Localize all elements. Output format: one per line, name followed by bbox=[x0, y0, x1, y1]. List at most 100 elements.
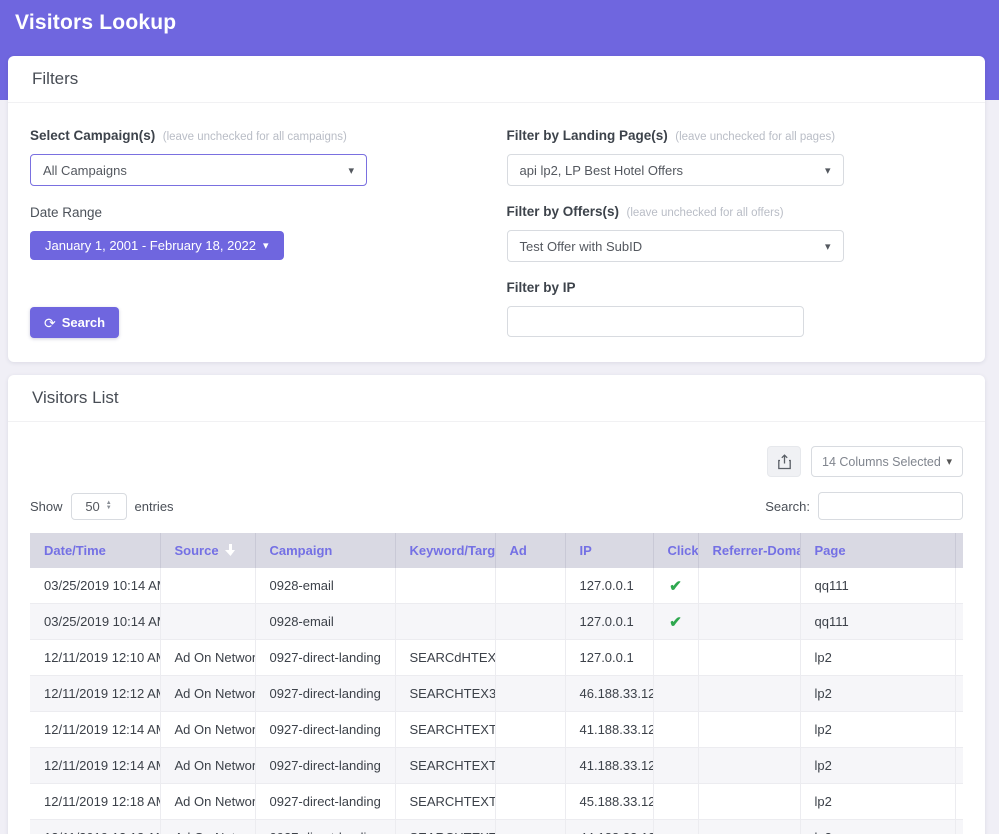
green-check-icon: ✔ bbox=[669, 614, 682, 631]
cell-datetime: 03/25/2019 10:14 AM bbox=[30, 568, 160, 604]
table-search-input[interactable] bbox=[818, 492, 963, 520]
cell-page: qq111 bbox=[800, 568, 955, 604]
cell-source: Ad On Network bbox=[160, 640, 255, 676]
column-header-referrer-domain[interactable]: Referrer-Domain bbox=[698, 533, 800, 568]
cell-click bbox=[653, 712, 698, 748]
page-title: Visitors Lookup bbox=[0, 0, 999, 46]
landing-page-label-row: Filter by Landing Page(s) (leave uncheck… bbox=[507, 127, 964, 145]
offers-label-row: Filter by Offers(s) (leave unchecked for… bbox=[507, 203, 964, 221]
cell-keyword: SEARCHTEXT5 bbox=[395, 712, 495, 748]
cell-campaign: 0927-direct-landing bbox=[255, 640, 395, 676]
cell-page: lp2 bbox=[800, 676, 955, 712]
cell-campaign: 0927-direct-landing bbox=[255, 676, 395, 712]
cell-source: Ad On Network bbox=[160, 712, 255, 748]
offers-filter-hint: (leave unchecked for all offers) bbox=[626, 207, 783, 219]
visitors-list-title: Visitors List bbox=[8, 375, 985, 422]
column-header-ad[interactable]: Ad bbox=[495, 533, 565, 568]
visitors-table: Date/TimeSourceCampaignKeyword/TargetAdI… bbox=[30, 533, 963, 834]
campaign-select[interactable]: All Campaigns ▾ bbox=[30, 154, 367, 186]
cell-source bbox=[160, 604, 255, 640]
cell-referrer bbox=[698, 784, 800, 820]
offers-select[interactable]: Test Offer with SubID ▾ bbox=[507, 230, 844, 262]
cell-campaign: 0927-direct-landing bbox=[255, 748, 395, 784]
cell-ip: 45.188.33.126 bbox=[565, 784, 653, 820]
cell-datetime: 12/11/2019 12:18 AM bbox=[30, 784, 160, 820]
cell-keyword: SEARCHTEXT9 bbox=[395, 820, 495, 834]
cell-ad bbox=[495, 712, 565, 748]
cell-ad bbox=[495, 676, 565, 712]
cell-extra bbox=[955, 784, 963, 820]
landing-page-select[interactable]: api lp2, LP Best Hotel Offers ▾ bbox=[507, 154, 844, 186]
page-size-select[interactable]: 50 ▲▼ bbox=[71, 493, 127, 520]
cell-datetime: 12/11/2019 12:14 AM bbox=[30, 748, 160, 784]
cell-referrer bbox=[698, 820, 800, 834]
date-range-value: January 1, 2001 - February 18, 2022 bbox=[45, 238, 256, 253]
table-row: 03/25/2019 10:14 AM0928-email127.0.0.1✔q… bbox=[30, 604, 963, 640]
cell-datetime: 12/11/2019 12:12 AM bbox=[30, 676, 160, 712]
sort-descending-arrow-icon bbox=[225, 544, 236, 556]
date-range-button[interactable]: January 1, 2001 - February 18, 2022 ▾ bbox=[30, 231, 284, 260]
cell-page: qq111 bbox=[800, 604, 955, 640]
column-header-keyword-target[interactable]: Keyword/Target bbox=[395, 533, 495, 568]
cell-click bbox=[653, 748, 698, 784]
export-share-icon bbox=[777, 454, 792, 470]
column-header-source[interactable]: Source bbox=[160, 533, 255, 568]
cell-keyword: SEARCdHTEXT bbox=[395, 640, 495, 676]
cell-page: lp2 bbox=[800, 784, 955, 820]
search-button-label: Search bbox=[62, 315, 105, 330]
column-header-clipped[interactable] bbox=[955, 533, 963, 568]
cell-keyword bbox=[395, 604, 495, 640]
page-size-value: 50 bbox=[85, 499, 99, 514]
cell-referrer bbox=[698, 568, 800, 604]
table-row: 12/11/2019 12:18 AMAd On Network0927-dir… bbox=[30, 820, 963, 834]
cell-keyword bbox=[395, 568, 495, 604]
filters-card: Filters Select Campaign(s) (leave unchec… bbox=[8, 56, 985, 362]
column-header-campaign[interactable]: Campaign bbox=[255, 533, 395, 568]
search-button[interactable]: ⟳ Search bbox=[30, 307, 119, 338]
ip-filter-input[interactable] bbox=[507, 306, 804, 337]
chevron-down-icon: ▾ bbox=[263, 239, 269, 252]
landing-page-filter-label: Filter by Landing Page(s) bbox=[507, 128, 668, 143]
cell-ad bbox=[495, 748, 565, 784]
cell-extra bbox=[955, 820, 963, 834]
chevron-down-icon: ▾ bbox=[825, 240, 831, 253]
table-row: 12/11/2019 12:10 AMAd On Network0927-dir… bbox=[30, 640, 963, 676]
ip-filter-label: Filter by IP bbox=[507, 280, 576, 295]
cell-keyword: SEARCHTEXT9 bbox=[395, 784, 495, 820]
campaign-filter-label: Select Campaign(s) bbox=[30, 128, 155, 143]
cell-source: Ad On Network bbox=[160, 784, 255, 820]
green-check-icon: ✔ bbox=[669, 578, 682, 595]
column-header-ip[interactable]: IP bbox=[565, 533, 653, 568]
cell-ip: 127.0.0.1 bbox=[565, 604, 653, 640]
entries-label: entries bbox=[135, 499, 174, 514]
cell-campaign: 0927-direct-landing bbox=[255, 820, 395, 834]
campaign-label-row: Select Campaign(s) (leave unchecked for … bbox=[30, 127, 487, 145]
cell-ip: 127.0.0.1 bbox=[565, 640, 653, 676]
cell-source bbox=[160, 568, 255, 604]
export-button[interactable] bbox=[767, 446, 801, 477]
offers-select-value: Test Offer with SubID bbox=[520, 239, 643, 254]
show-label: Show bbox=[30, 499, 63, 514]
visitors-list-card: Visitors List 14 Columns Selected ▾ bbox=[8, 375, 985, 834]
cell-ad bbox=[495, 820, 565, 834]
cell-click bbox=[653, 640, 698, 676]
table-row: 12/11/2019 12:14 AMAd On Network0927-dir… bbox=[30, 712, 963, 748]
cell-referrer bbox=[698, 640, 800, 676]
cell-ad bbox=[495, 568, 565, 604]
spinner-arrows-icon: ▲▼ bbox=[106, 501, 112, 511]
columns-select[interactable]: 14 Columns Selected ▾ bbox=[811, 446, 963, 477]
cell-campaign: 0927-direct-landing bbox=[255, 784, 395, 820]
campaign-select-value: All Campaigns bbox=[43, 163, 127, 178]
date-range-label: Date Range bbox=[30, 205, 102, 220]
sync-icon: ⟳ bbox=[44, 316, 56, 330]
column-header-page[interactable]: Page bbox=[800, 533, 955, 568]
cell-ad bbox=[495, 604, 565, 640]
landing-page-select-value: api lp2, LP Best Hotel Offers bbox=[520, 163, 684, 178]
column-header-date-time[interactable]: Date/Time bbox=[30, 533, 160, 568]
chevron-down-icon: ▾ bbox=[825, 164, 831, 177]
cell-referrer bbox=[698, 676, 800, 712]
cell-ip: 46.188.33.126 bbox=[565, 676, 653, 712]
column-header-click[interactable]: Click bbox=[653, 533, 698, 568]
cell-extra bbox=[955, 640, 963, 676]
cell-click bbox=[653, 820, 698, 834]
